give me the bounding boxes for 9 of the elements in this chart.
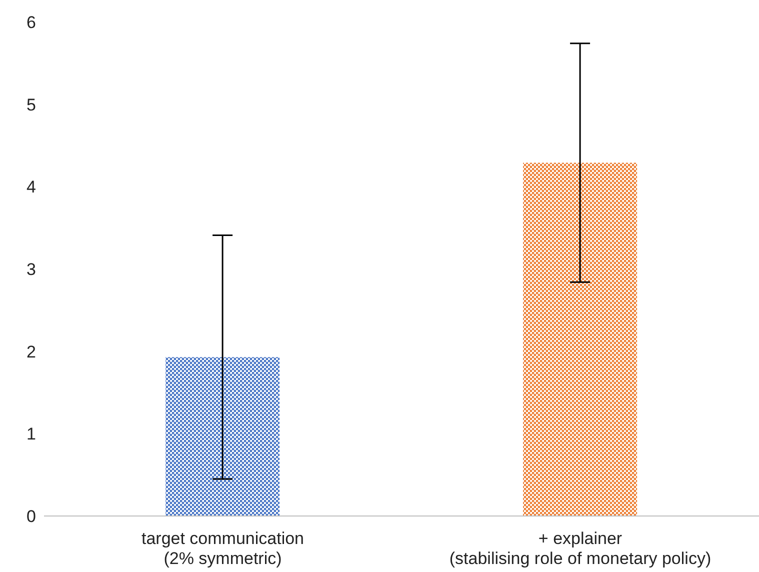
- y-tick-label: 3: [26, 260, 36, 280]
- x-tick-label: target communication (2% symmetric): [141, 529, 304, 568]
- x-tick-label: + explainer (stabilising role of monetary policy): [449, 529, 712, 568]
- y-tick-label: 0: [26, 507, 36, 526]
- y-tick-label: 2: [26, 342, 36, 362]
- y-tick-label: 1: [26, 424, 36, 444]
- y-tick-label: 6: [26, 13, 36, 32]
- y-tick-label: 4: [26, 178, 36, 197]
- y-tick-label: 5: [26, 95, 36, 114]
